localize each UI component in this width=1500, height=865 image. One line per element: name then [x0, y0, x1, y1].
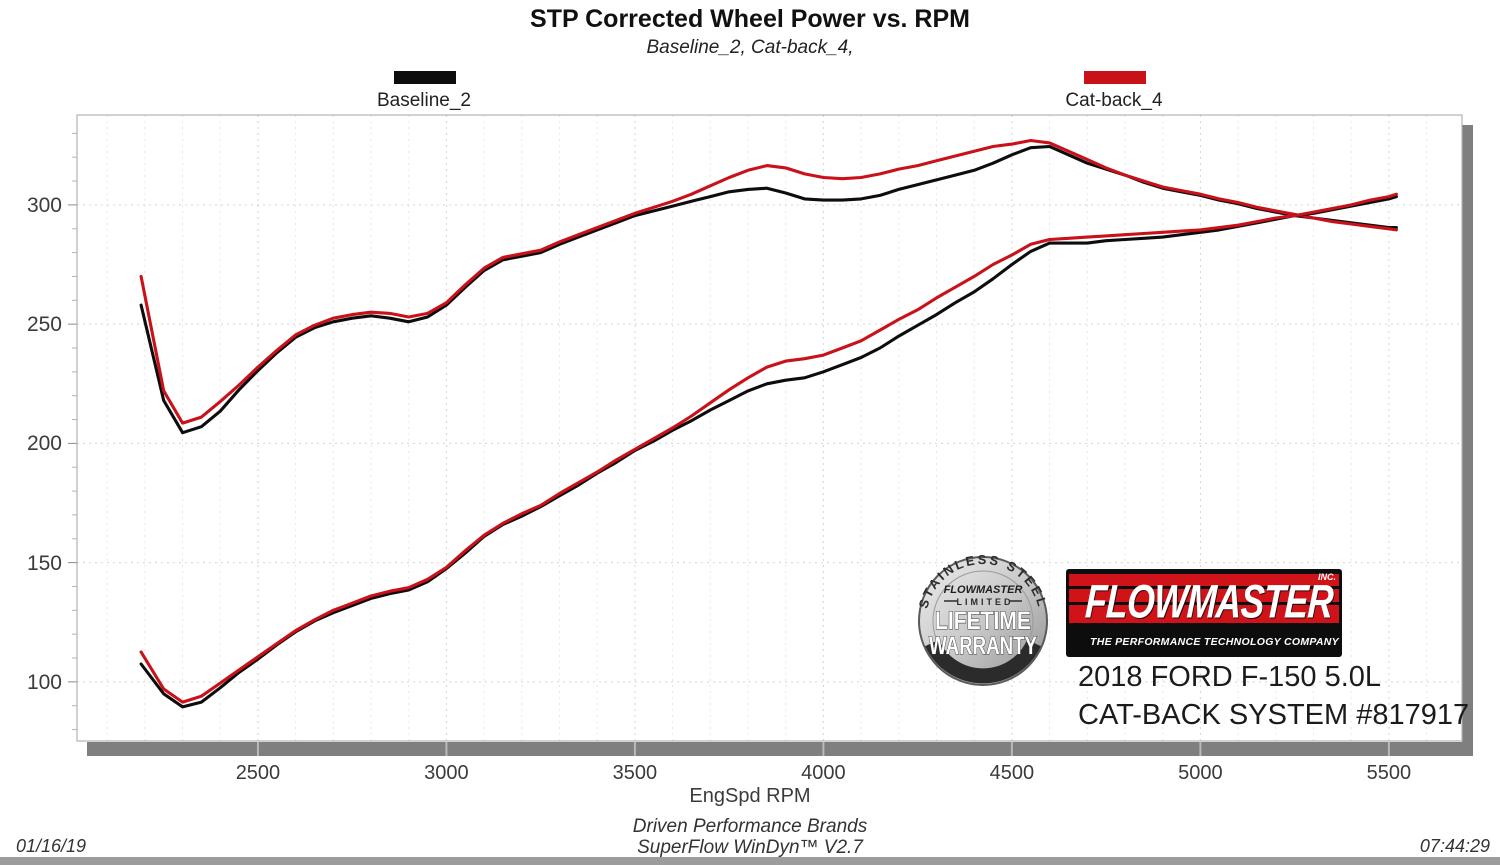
y-tick-label: 150	[26, 551, 62, 575]
x-tick-label: 3000	[424, 762, 469, 784]
y-tick-label: 250	[26, 313, 62, 337]
y-tick-label: 100	[26, 670, 62, 694]
x-tick-label: 5500	[1366, 762, 1412, 784]
footer-date: 01/16/19	[16, 836, 87, 856]
page-subtitle: Baseline_2, Cat-back_4,	[646, 37, 854, 58]
x-tick-label: 2500	[235, 762, 281, 784]
footer-time: 07:44:29	[1419, 836, 1490, 856]
x-tick-label: 5000	[1178, 762, 1223, 784]
legend-swatch-catback	[1084, 71, 1146, 84]
bottom-gray-strip	[0, 857, 1500, 865]
footer-brand-line1: Driven Performance Brands	[632, 816, 868, 837]
y-tick-label: 200	[26, 432, 62, 456]
badge-warranty-text: WARRANTY	[929, 632, 1037, 660]
vehicle-description-line1: 2018 FORD F-150 5.0L	[1078, 661, 1382, 693]
badge-lifetime-text: LIFETIME	[935, 607, 1031, 635]
footer-brand-block: Driven Performance Brands SuperFlow WinD…	[0, 816, 1500, 858]
badge-bottom-crescent	[925, 639, 1041, 684]
x-tick-label: 4500	[989, 762, 1035, 784]
flowmaster-logo-red-band	[1069, 574, 1339, 623]
badge-brand-text: FLOWMASTER	[944, 584, 1023, 596]
flowmaster-logo-tagline: THE PERFORMANCE TECHNOLOGY COMPANY	[1090, 636, 1339, 648]
flowmaster-logo-inc: INC.	[1318, 572, 1336, 582]
footer-brand-line2: SuperFlow WinDyn™ V2.7	[637, 837, 863, 858]
lifetime-warranty-badge: STAINLESS STEEL FLOWMASTER LIMITED LIFET…	[916, 552, 1048, 686]
x-axis-title: EngSpd RPM	[689, 785, 811, 807]
page-title: STP Corrected Wheel Power vs. RPM	[530, 5, 970, 33]
flowmaster-logo: FLOWMASTER INC. THE PERFORMANCE TECHNOLO…	[1066, 569, 1342, 657]
badge-limited-text: LIMITED	[957, 597, 1014, 607]
y-tick-label: 300	[26, 193, 62, 217]
vehicle-description-line2: CAT-BACK SYSTEM #817917	[1078, 699, 1470, 731]
flowmaster-logo-wordmark: FLOWMASTER	[1083, 575, 1335, 628]
legend-label-catback: Cat-back_4	[1065, 90, 1163, 111]
badge-outer-ring	[918, 556, 1048, 686]
x-tick-label: 3500	[612, 762, 658, 784]
legend-label-baseline: Baseline_2	[376, 90, 472, 111]
legend-swatch-baseline	[394, 71, 456, 84]
x-tick-label: 4000	[801, 762, 846, 784]
